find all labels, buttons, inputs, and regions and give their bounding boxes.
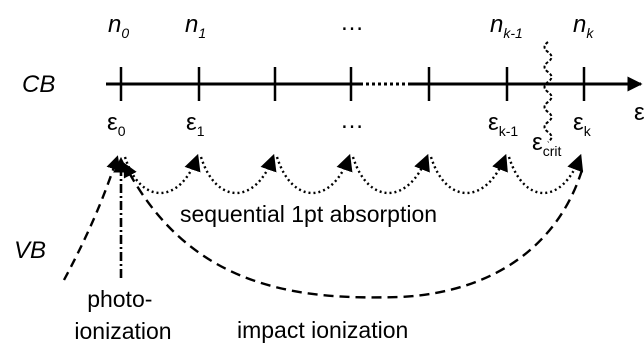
crit-label: εcrit	[532, 129, 561, 159]
energy-ticks	[119, 67, 586, 101]
absorption-hop-arrow	[507, 153, 584, 195]
top-label-n1: n1	[185, 11, 206, 41]
wavy-break-icon	[543, 41, 553, 143]
vb-label: VB	[14, 237, 46, 264]
sequential-absorption-arrows	[123, 153, 584, 195]
absorption-hop-arrow	[275, 153, 353, 195]
top-label-nk-1: nk-1	[490, 11, 523, 41]
top-label-n0: n0	[108, 11, 129, 41]
bottom-label-ek-1: εk-1	[488, 109, 518, 139]
valence-band-arrow	[62, 155, 121, 281]
bottom-label-e1: ε1	[186, 109, 205, 139]
absorption-hop-arrow	[351, 153, 430, 195]
axis-end-label: ε	[634, 99, 644, 126]
photoionization-label: photo- ionization	[74, 286, 171, 344]
absorption-hop-arrow	[429, 153, 508, 195]
absorption-hop-arrow	[123, 153, 201, 195]
bottom-label-e0: ε0	[107, 109, 126, 139]
top-label-ellipsis: …	[340, 9, 364, 36]
bottom-label-ellipsis: …	[340, 107, 364, 134]
cb-label: CB	[22, 71, 55, 98]
top-label-nk: nk	[573, 11, 594, 41]
impact-ionization-arrow	[123, 162, 584, 299]
sequential-absorption-label: sequential 1pt absorption	[180, 201, 437, 227]
bottom-label-ek: εk	[573, 109, 592, 139]
absorption-hop-arrow	[199, 153, 277, 195]
impact-ionization-label: impact ionization	[237, 317, 408, 343]
